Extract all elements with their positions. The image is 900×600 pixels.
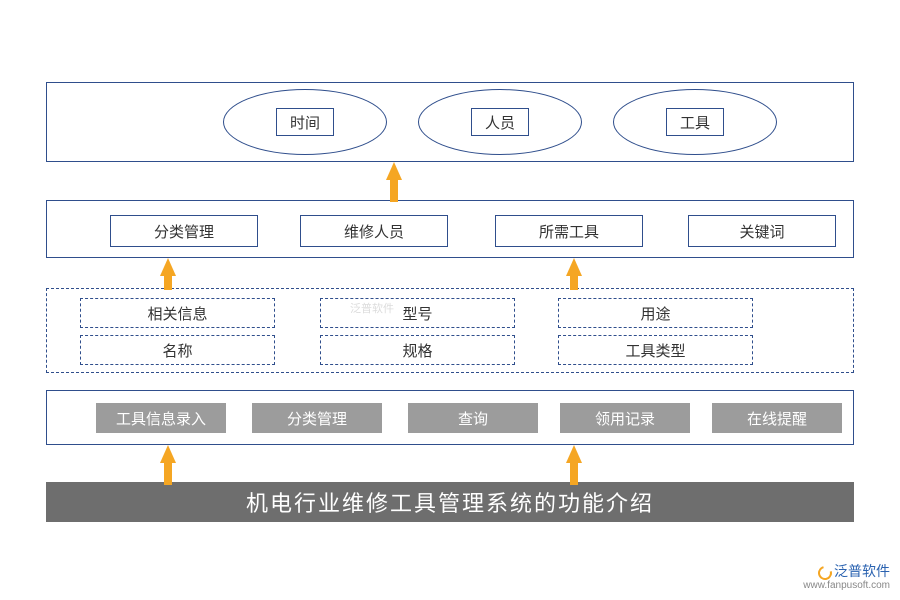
logo-url: www.fanpusoft.com xyxy=(803,580,890,592)
arrow-head-0 xyxy=(386,162,402,180)
arrow-head-4 xyxy=(566,445,582,463)
row2-box-1: 维修人员 xyxy=(300,215,448,247)
row1-box-1: 人员 xyxy=(471,108,529,136)
arrow-stem-2 xyxy=(570,276,578,290)
logo: 泛普软件www.fanpusoft.com xyxy=(803,563,890,592)
arrow-head-1 xyxy=(160,258,176,276)
row2-box-2: 所需工具 xyxy=(495,215,643,247)
row4-box-4: 在线提醒 xyxy=(712,403,842,433)
row4-box-2: 查询 xyxy=(408,403,538,433)
arrow-stem-0 xyxy=(390,180,398,202)
row1-box-2: 工具 xyxy=(666,108,724,136)
row4-box-3: 领用记录 xyxy=(560,403,690,433)
row3-box-3: 名称 xyxy=(80,335,275,365)
title-bar: 机电行业维修工具管理系统的功能介绍 xyxy=(46,482,854,522)
logo-brand: 泛普软件 xyxy=(834,563,890,579)
row3-box-4: 规格 xyxy=(320,335,515,365)
arrow-stem-1 xyxy=(164,276,172,290)
row4-box-0: 工具信息录入 xyxy=(96,403,226,433)
arrow-stem-3 xyxy=(164,463,172,485)
row3-box-5: 工具类型 xyxy=(558,335,753,365)
row4-box-1: 分类管理 xyxy=(252,403,382,433)
row3-box-0: 相关信息 xyxy=(80,298,275,328)
row3-box-2: 用途 xyxy=(558,298,753,328)
watermark: 泛普软件 xyxy=(350,300,394,316)
row2-box-3: 关键词 xyxy=(688,215,836,247)
arrow-stem-4 xyxy=(570,463,578,485)
arrow-head-3 xyxy=(160,445,176,463)
arrow-head-2 xyxy=(566,258,582,276)
row2-box-0: 分类管理 xyxy=(110,215,258,247)
row1-box-0: 时间 xyxy=(276,108,334,136)
